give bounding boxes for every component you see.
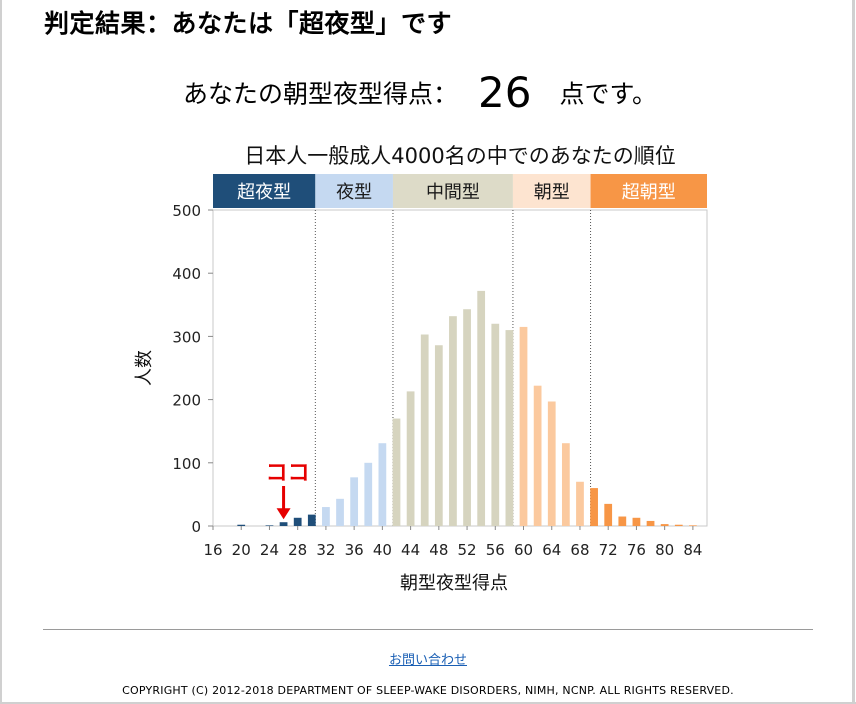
bar-score-66 xyxy=(561,443,570,526)
bar-score-20 xyxy=(237,524,246,526)
y-tick-label: 500 xyxy=(172,202,201,220)
x-tick-label: 64 xyxy=(542,541,561,559)
contact-link[interactable]: お問い合わせ xyxy=(388,653,467,668)
bar-score-70 xyxy=(590,488,598,526)
category-label: 中間型 xyxy=(426,182,480,203)
bar-score-38 xyxy=(364,462,373,526)
window-right-border xyxy=(852,0,855,704)
x-tick-label: 36 xyxy=(345,541,364,559)
x-tick-label: 52 xyxy=(458,541,477,559)
x-tick-label: 80 xyxy=(655,541,674,559)
x-tick-label: 20 xyxy=(232,541,251,559)
bar-score-30 xyxy=(307,514,316,526)
x-tick-label: 24 xyxy=(260,541,279,559)
plot-frame xyxy=(212,209,708,527)
category-band-3 xyxy=(512,174,591,208)
bar-score-64 xyxy=(547,401,556,526)
result-heading: 判定結果：あなたは「超夜型」です xyxy=(44,9,453,38)
bar-score-58 xyxy=(505,330,514,526)
x-tick-label: 60 xyxy=(514,541,533,559)
bar-score-54 xyxy=(477,290,486,526)
bar-score-78 xyxy=(646,520,655,526)
category-label: 夜型 xyxy=(336,182,372,203)
bar-score-52 xyxy=(463,309,471,526)
x-tick-label: 76 xyxy=(627,541,646,559)
chart-title: 日本人一般成人4000名の中でのあなたの順位 xyxy=(244,144,675,168)
bar-score-62 xyxy=(533,385,542,526)
bar-score-42 xyxy=(392,418,401,526)
bar-score-46 xyxy=(420,334,429,526)
bar-score-44 xyxy=(406,391,415,526)
bar-score-82 xyxy=(674,524,683,526)
marker-arrow-head xyxy=(276,508,291,520)
x-axis-title: 朝型夜型得点 xyxy=(400,573,508,594)
category-label: 朝型 xyxy=(534,182,570,203)
bar-score-32 xyxy=(322,507,330,526)
x-tick-label: 44 xyxy=(401,541,420,559)
x-tick-label: 32 xyxy=(316,541,335,559)
bar-score-34 xyxy=(336,498,344,526)
bar-score-56 xyxy=(491,323,500,526)
bar-score-28 xyxy=(293,517,302,526)
category-band-2 xyxy=(392,174,513,208)
score-label: あなたの朝型夜型得点： xyxy=(183,79,459,109)
y-tick-label: 300 xyxy=(172,328,201,346)
window-left-border xyxy=(0,0,2,704)
bar-score-26 xyxy=(279,522,288,526)
bar-score-36 xyxy=(350,477,359,526)
bar-score-48 xyxy=(434,345,443,526)
x-tick-label: 84 xyxy=(683,541,702,559)
marker-label: ココ xyxy=(266,461,310,486)
category-band-4 xyxy=(590,174,707,208)
bar-score-76 xyxy=(632,517,641,526)
score-suffix: 点です。 xyxy=(559,79,657,109)
y-axis-title: 人数 xyxy=(134,350,155,386)
x-tick-label: 16 xyxy=(203,541,222,559)
bar-score-80 xyxy=(660,524,669,526)
bar-score-60 xyxy=(519,326,528,526)
category-band-0 xyxy=(213,174,316,208)
y-tick-label: 400 xyxy=(172,265,201,283)
x-tick-label: 72 xyxy=(599,541,618,559)
bar-score-50 xyxy=(449,316,457,526)
y-tick-label: 0 xyxy=(191,518,201,536)
bar-score-74 xyxy=(618,516,627,526)
score-line: あなたの朝型夜型得点： 26 点です。 xyxy=(0,68,840,117)
window-bottom-border xyxy=(0,702,856,704)
score-value: 26 xyxy=(478,68,532,117)
bar-score-72 xyxy=(604,503,613,526)
x-tick-label: 68 xyxy=(570,541,589,559)
x-tick-label: 28 xyxy=(288,541,307,559)
bar-score-84 xyxy=(689,525,697,526)
bar-score-68 xyxy=(576,481,584,526)
footer-divider xyxy=(43,629,813,630)
category-band-1 xyxy=(315,174,393,208)
category-label: 超朝型 xyxy=(622,182,676,203)
x-tick-label: 56 xyxy=(486,541,505,559)
x-tick-label: 48 xyxy=(429,541,448,559)
y-tick-label: 100 xyxy=(172,455,201,473)
bar-score-40 xyxy=(378,443,387,526)
y-tick-label: 200 xyxy=(172,392,201,410)
category-label: 超夜型 xyxy=(237,182,291,203)
x-tick-label: 40 xyxy=(373,541,392,559)
bar-score-24 xyxy=(265,525,274,526)
copyright-text: COPYRIGHT (C) 2012-2018 DEPARTMENT OF SL… xyxy=(122,684,734,697)
